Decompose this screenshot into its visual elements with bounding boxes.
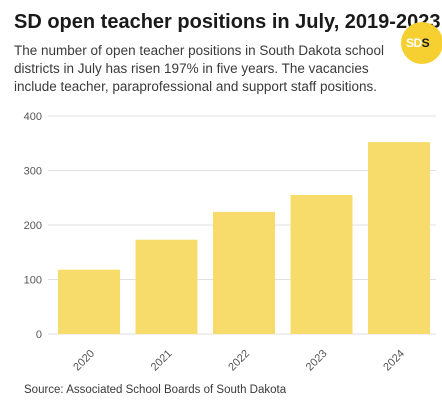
x-axis-labels: 2020 2021 2022 2023 2024 [71,348,407,374]
logo-text-part2: S [421,36,430,50]
chart-title: SD open teacher positions in July, 2019-… [14,11,441,33]
bars [58,142,430,334]
y-tick-label: 400 [24,111,42,123]
bar-2020 [58,269,120,334]
x-tick-label: 2024 [381,348,407,374]
bar-2022 [213,211,275,334]
x-tick-label: 2020 [71,348,97,374]
sds-logo [401,22,442,64]
x-tick-label: 2023 [304,348,330,374]
y-tick-label: 100 [24,275,42,287]
bar-2024 [368,142,430,334]
chart-subtitle: The number of open teacher positions in … [14,43,384,94]
sds-logo-text: SDS [406,36,430,50]
y-tick-label: 0 [36,329,42,341]
x-tick-label: 2021 [149,348,175,374]
bar-2021 [135,239,198,334]
bar-chart: 0 100 200 300 400 2020 2021 2022 2023 2024 [24,111,436,374]
y-tick-label: 300 [24,166,42,178]
bar-2023 [290,195,353,334]
logo-text-part1: SD [406,36,422,50]
y-tick-label: 200 [24,220,42,232]
x-tick-label: 2022 [226,348,252,374]
source-note: Source: Associated School Boards of Sout… [24,384,287,396]
